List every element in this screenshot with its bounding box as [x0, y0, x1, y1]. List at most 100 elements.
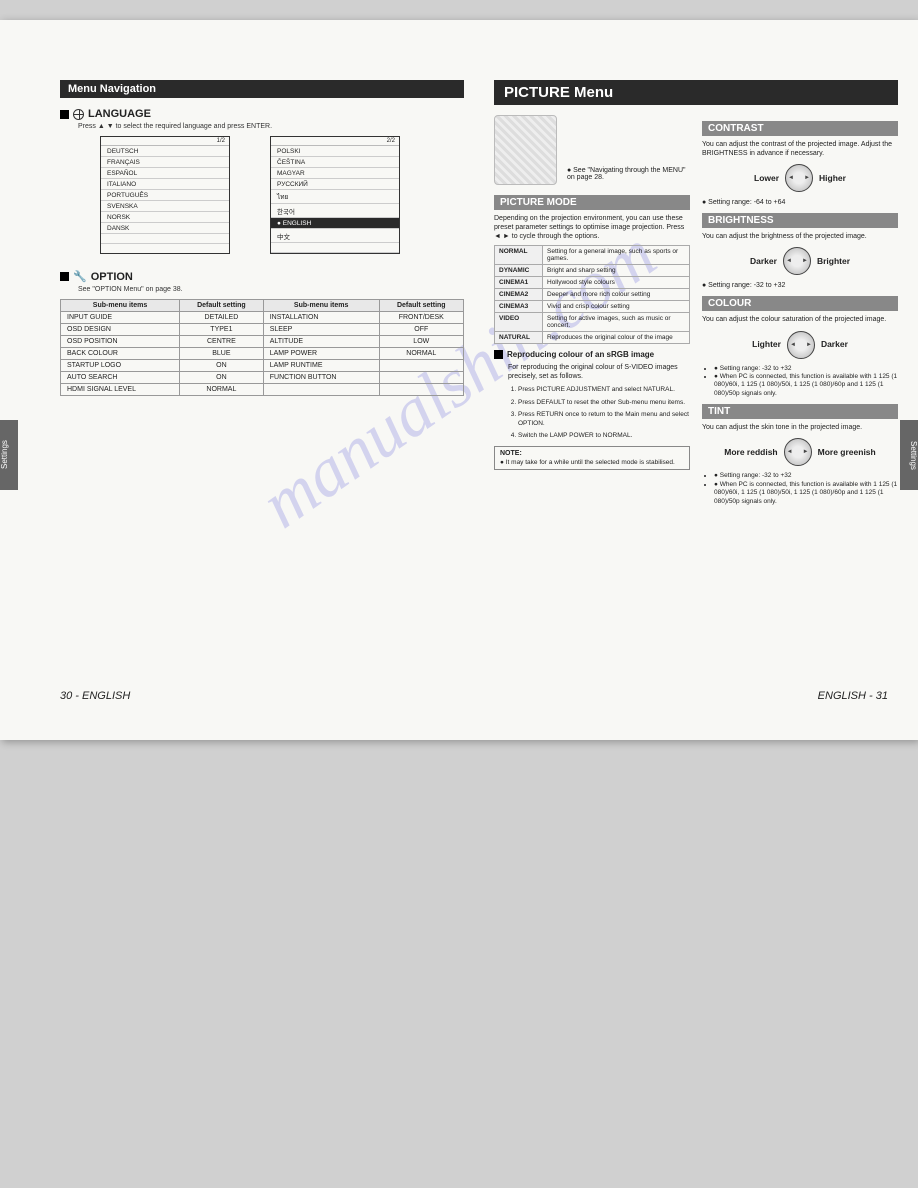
lang-item: ไทย: [271, 190, 399, 204]
option-cell: FRONT/DESK: [379, 312, 463, 324]
opt-col: Sub-menu items: [61, 300, 180, 312]
option-cell: NORMAL: [180, 384, 264, 396]
srgb-heading: Reproducing colour of an sRGB image: [494, 350, 690, 359]
option-cell: ALTITUDE: [263, 336, 379, 348]
option-row: STARTUP LOGOONLAMP RUNTIME: [61, 360, 464, 372]
brightness-heading: BRIGHTNESS: [702, 213, 898, 228]
option-title: OPTION: [91, 271, 133, 283]
menu-navigation-bar: Menu Navigation: [60, 80, 464, 98]
srgb-step: Press RETURN once to return to the Main …: [518, 410, 690, 428]
mode-desc: Reproduces the original colour of the im…: [543, 332, 690, 344]
language-title: LANGUAGE: [88, 108, 151, 120]
srgb-step: Switch the LAMP POWER to NORMAL.: [518, 431, 690, 440]
bullet-icon: [60, 272, 69, 281]
tint-adjust: More reddish More greenish: [702, 438, 898, 466]
brightness-adjust: Darker Brighter: [702, 247, 898, 275]
note-box: NOTE: ● It may take for a while until th…: [494, 446, 690, 470]
mode-name: NATURAL: [495, 332, 543, 344]
tint-text: You can adjust the skin tone in the proj…: [702, 423, 898, 432]
lang-item: PORTUGUÊS: [101, 190, 229, 201]
option-cell: OSD POSITION: [61, 336, 180, 348]
lang-item: SVENSKA: [101, 201, 229, 212]
option-cell: ON: [180, 372, 264, 384]
option-cell: FUNCTION BUTTON: [263, 372, 379, 384]
lang-pad: [271, 243, 399, 253]
mode-row: CINEMA2Deeper and more rich colour setti…: [495, 289, 690, 301]
mode-desc: Setting for active images, such as music…: [543, 313, 690, 332]
language-heading: LANGUAGE: [60, 108, 464, 120]
option-cell: HDMI SIGNAL LEVEL: [61, 384, 180, 396]
option-cell: [379, 360, 463, 372]
brightness-text: You can adjust the brightness of the pro…: [702, 232, 898, 241]
page-number-left: 30 - ENGLISH: [60, 690, 130, 702]
option-row: HDMI SIGNAL LEVELNORMAL: [61, 384, 464, 396]
dpad-icon: [785, 164, 813, 192]
lang-page-2: 2/2: [271, 137, 399, 146]
option-row: BACK COLOURBLUELAMP POWERNORMAL: [61, 348, 464, 360]
contrast-adjust: Lower Higher: [702, 164, 898, 192]
mode-name: CINEMA1: [495, 277, 543, 289]
left-page: Menu Navigation LANGUAGE Press ▲ ▼ to se…: [60, 80, 479, 710]
mode-name: CINEMA3: [495, 301, 543, 313]
option-cell: TYPE1: [180, 324, 264, 336]
dpad-icon: [784, 438, 812, 466]
right-col-left: ● See "Navigating through the MENU" on p…: [494, 115, 690, 512]
lang-item: РУССКИЙ: [271, 179, 399, 190]
mode-row: NORMALSetting for a general image, such …: [495, 246, 690, 265]
tint-notes: ● Setting range: -32 to +32 ● When PC is…: [706, 472, 898, 506]
tint-heading: TINT: [702, 404, 898, 419]
srgb-intro: For reproducing the original colour of S…: [508, 363, 690, 381]
remote-illustration: [494, 115, 557, 185]
option-row: INPUT GUIDEDETAILEDINSTALLATIONFRONT/DES…: [61, 312, 464, 324]
language-boxes: 1/2 DEUTSCH FRANÇAIS ESPAÑOL ITALIANO PO…: [100, 136, 464, 254]
option-row: OSD DESIGNTYPE1SLEEPOFF: [61, 324, 464, 336]
lang-item: 한국어: [271, 204, 399, 218]
picture-menu-bar: PICTURE Menu: [494, 80, 898, 105]
lang-item: POLSKI: [271, 146, 399, 157]
colour-text: You can adjust the colour saturation of …: [702, 315, 898, 324]
colour-adjust: Lighter Darker: [702, 331, 898, 359]
option-instruction: See "OPTION Menu" on page 38.: [78, 286, 464, 293]
option-cell: NORMAL: [379, 348, 463, 360]
lang-item: FRANÇAIS: [101, 157, 229, 168]
lang-item: 中文: [271, 229, 399, 243]
lighter-label: Lighter: [752, 340, 781, 349]
language-box-1: 1/2 DEUTSCH FRANÇAIS ESPAÑOL ITALIANO PO…: [100, 136, 230, 254]
lang-item-selected: ● ENGLISH: [271, 218, 399, 229]
higher-label: Higher: [819, 174, 846, 183]
opt-col: Default setting: [180, 300, 264, 312]
manual-spread: manualshin.com Settings Settings Menu Na…: [0, 20, 918, 740]
globe-icon: [73, 109, 84, 120]
lang-item: ČEŠTINA: [271, 157, 399, 168]
darker-label: Darker: [750, 257, 777, 266]
wrench-icon: 🔧: [73, 270, 87, 283]
mode-row: CINEMA3Vivid and crisp colour setting: [495, 301, 690, 313]
srgb-step: Press DEFAULT to reset the other Sub-men…: [518, 398, 690, 407]
mode-name: VIDEO: [495, 313, 543, 332]
language-instruction: Press ▲ ▼ to select the required languag…: [78, 123, 464, 130]
option-cell: LAMP RUNTIME: [263, 360, 379, 372]
lang-pad: [101, 234, 229, 244]
option-cell: [379, 372, 463, 384]
mode-desc: Vivid and crisp colour setting: [543, 301, 690, 313]
remote-note: ● See "Navigating through the MENU" on p…: [567, 167, 690, 185]
lang-item: MAGYAR: [271, 168, 399, 179]
mode-name: DYNAMIC: [495, 265, 543, 277]
language-box-2: 2/2 POLSKI ČEŠTINA MAGYAR РУССКИЙ ไทย 한국…: [270, 136, 400, 254]
right-page: PICTURE Menu ● See "Navigating through t…: [479, 80, 898, 710]
mode-row: VIDEOSetting for active images, such as …: [495, 313, 690, 332]
lang-item: ESPAÑOL: [101, 168, 229, 179]
mode-desc: Setting for a general image, such as spo…: [543, 246, 690, 265]
lower-label: Lower: [754, 174, 779, 183]
option-cell: OFF: [379, 324, 463, 336]
mode-row: NATURALReproduces the original colour of…: [495, 332, 690, 344]
lang-item: DANSK: [101, 223, 229, 234]
greenish-label: More greenish: [818, 448, 876, 457]
option-cell: [263, 384, 379, 396]
colour-notes: ● Setting range: -32 to +32 ● When PC is…: [706, 365, 898, 399]
picture-mode-intro: Depending on the projection environment,…: [494, 214, 690, 241]
darker-label: Darker: [821, 340, 848, 349]
mode-row: DYNAMICBright and sharp setting: [495, 265, 690, 277]
dpad-icon: [783, 247, 811, 275]
contrast-range: ● Setting range: -64 to +64: [702, 198, 898, 207]
